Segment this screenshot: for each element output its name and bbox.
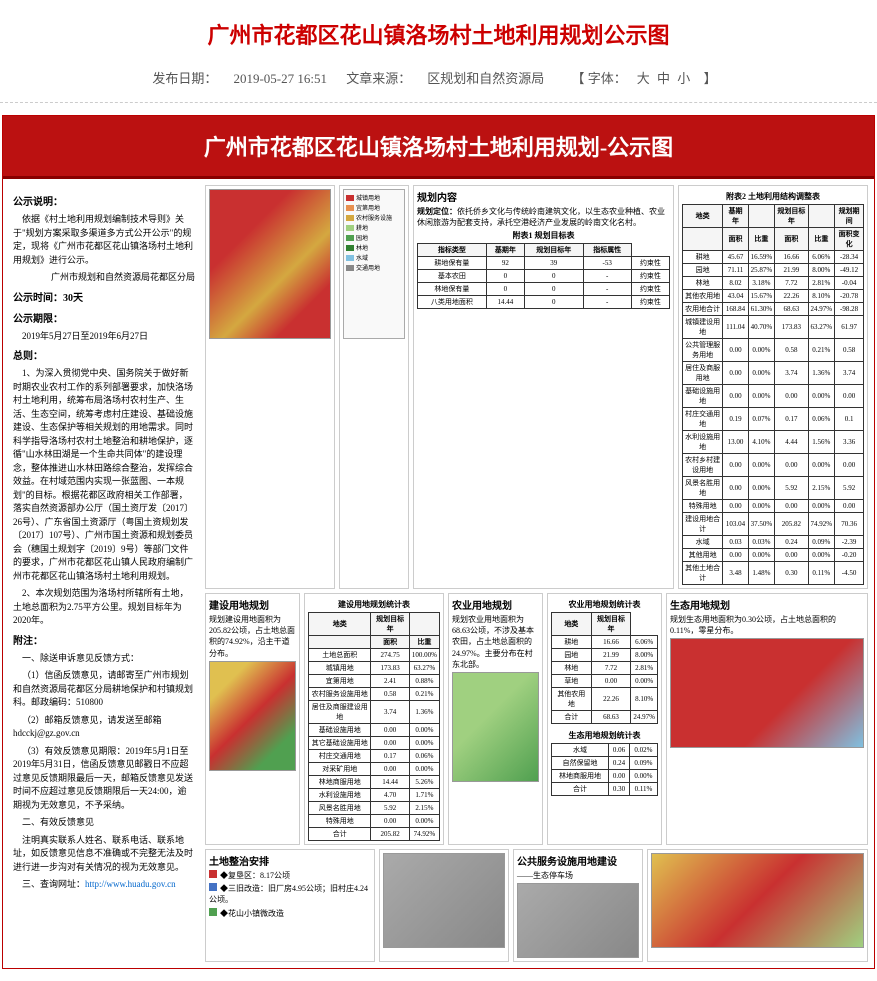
eco-table: 水域0.060.02%自然保留地0.240.09%林地商服用地0.000.00%… xyxy=(551,743,658,796)
date-value: 2019-05-27 16:51 xyxy=(233,71,327,86)
agri-table: 地类规划目标年耕地16.666.06%园地21.998.00%林地7.722.8… xyxy=(551,612,658,724)
font-medium[interactable]: 中 xyxy=(657,71,670,86)
source-value: 区规划和自然资源局 xyxy=(427,71,544,86)
target-table: 指标类型基期年规划目标年指标属性耕地保有量9239-53约束性基本农田00-约束… xyxy=(417,243,670,309)
source-label: 文章来源： xyxy=(346,71,411,86)
left-column: 公示说明： 依据《村土地利用规划编制技术导则》关于"规划方案采取多渠道多方式公开… xyxy=(9,185,199,962)
service-map xyxy=(517,883,639,958)
construction-table: 地类规划目标年面积比重土地总面积274.75100.00%城镇用地173.836… xyxy=(308,612,440,841)
poster: 广州市花都区花山镇洛场村土地利用规划-公示图 公示说明： 依据《村土地利用规划编… xyxy=(2,115,875,969)
meta-row: 发布日期： 2019-05-27 16:51 文章来源： 区规划和自然资源局 【 字… xyxy=(0,60,877,103)
map-legend: 城镇用地宜第用地农村服务设施耕地园地林地水域交通用地 xyxy=(343,189,405,339)
query-url[interactable]: http://www.huadu.gov.cn xyxy=(85,879,176,889)
main-map xyxy=(209,189,331,339)
font-large[interactable]: 大 xyxy=(637,71,650,86)
page-title: 广州市花都区花山镇洛场村土地利用规划公示图 xyxy=(0,0,877,60)
right-column: 城镇用地宜第用地农村服务设施耕地园地林地水域交通用地 规划内容 规划定位：依托侨… xyxy=(205,185,868,962)
agri-map xyxy=(452,672,539,782)
font-small[interactable]: 小 xyxy=(677,71,690,86)
eco-map xyxy=(670,638,864,748)
construction-map xyxy=(209,661,296,771)
structure-table: 地类基期年规划目标年规划期间面积比重面积比重面积变化耕地45.6716.59%1… xyxy=(682,204,864,585)
notice-heading: 公示说明： xyxy=(13,195,195,210)
font-size-control: 【 字体：大 中 小 】 xyxy=(564,71,725,86)
arrange-map xyxy=(383,853,505,948)
poster-title: 广州市花都区花山镇洛场村土地利用规划-公示图 xyxy=(3,116,874,179)
overview-map xyxy=(651,853,864,948)
date-label: 发布日期： xyxy=(152,71,217,86)
